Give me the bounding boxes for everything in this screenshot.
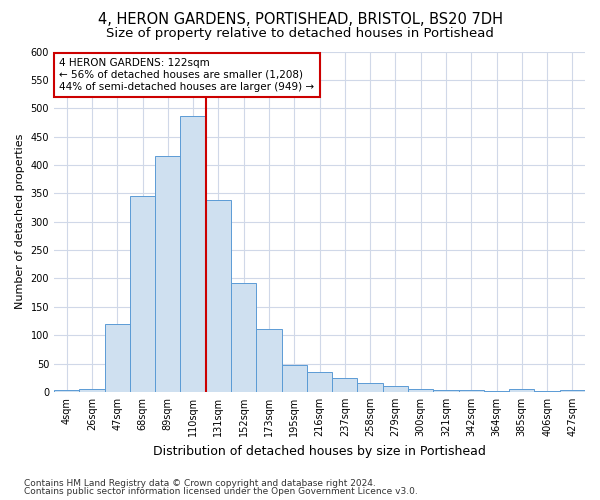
Bar [332, 378, 358, 392]
Bar [560, 390, 585, 392]
Bar [181, 116, 206, 392]
Bar [231, 283, 256, 392]
Bar [206, 200, 231, 392]
Bar [54, 390, 79, 392]
Bar [509, 389, 535, 392]
Text: 4, HERON GARDENS, PORTISHEAD, BRISTOL, BS20 7DH: 4, HERON GARDENS, PORTISHEAD, BRISTOL, B… [97, 12, 503, 28]
Bar [408, 388, 433, 392]
Bar [155, 156, 181, 392]
Bar [281, 364, 307, 392]
Bar [130, 196, 155, 392]
Bar [256, 329, 281, 392]
Bar [458, 390, 484, 392]
X-axis label: Distribution of detached houses by size in Portishead: Distribution of detached houses by size … [153, 444, 486, 458]
Bar [484, 391, 509, 392]
Bar [104, 324, 130, 392]
Text: Contains public sector information licensed under the Open Government Licence v3: Contains public sector information licen… [24, 487, 418, 496]
Y-axis label: Number of detached properties: Number of detached properties [15, 134, 25, 310]
Bar [358, 384, 383, 392]
Bar [535, 391, 560, 392]
Text: Contains HM Land Registry data © Crown copyright and database right 2024.: Contains HM Land Registry data © Crown c… [24, 478, 376, 488]
Text: 4 HERON GARDENS: 122sqm
← 56% of detached houses are smaller (1,208)
44% of semi: 4 HERON GARDENS: 122sqm ← 56% of detache… [59, 58, 314, 92]
Bar [433, 390, 458, 392]
Bar [383, 386, 408, 392]
Text: Size of property relative to detached houses in Portishead: Size of property relative to detached ho… [106, 28, 494, 40]
Bar [79, 388, 104, 392]
Bar [307, 372, 332, 392]
